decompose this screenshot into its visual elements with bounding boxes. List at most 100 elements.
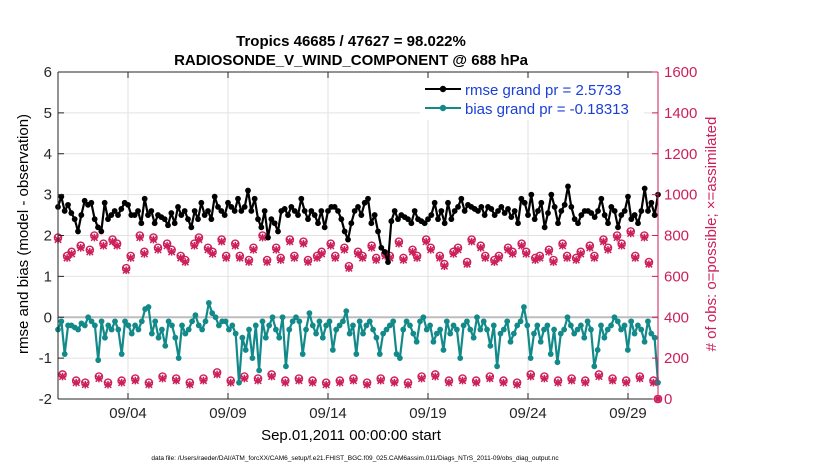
obs-assimilated-marker — [404, 380, 412, 389]
rmse-marker — [168, 210, 175, 216]
rmse-marker — [345, 236, 351, 243]
obs-assimilated-marker — [104, 380, 112, 389]
rmse-marker — [508, 214, 515, 221]
rmse-marker — [481, 212, 488, 218]
rmse-marker — [548, 191, 555, 198]
bias-marker — [360, 330, 366, 337]
rmse-marker — [255, 216, 261, 223]
obs-assimilated-marker — [449, 250, 458, 258]
x-tick-label: 09/24 — [509, 405, 547, 422]
bias-marker — [604, 326, 611, 333]
obs-assimilated-marker — [399, 256, 408, 264]
bias-marker — [480, 318, 487, 325]
rmse-marker — [91, 216, 98, 223]
bias-marker — [561, 326, 568, 333]
rmse-marker — [171, 220, 178, 227]
rmse-marker — [525, 212, 531, 218]
bias-marker — [192, 312, 199, 319]
obs-assimilated-marker — [199, 376, 208, 385]
obs-assimilated-marker — [363, 380, 371, 389]
obs-assimilated-marker — [117, 378, 126, 387]
bias-marker — [88, 318, 95, 325]
obs-assimilated-marker — [567, 376, 576, 385]
bias-marker — [185, 326, 192, 333]
y-tick-label-left: 6 — [44, 64, 52, 81]
y-tick-label-left: 4 — [44, 146, 52, 163]
bias-marker — [105, 322, 112, 329]
rmse-marker — [98, 228, 105, 235]
bias-marker — [497, 330, 504, 337]
obs-assimilated-marker — [499, 378, 508, 387]
rmse-marker — [68, 210, 75, 216]
rmse-marker — [408, 220, 415, 227]
obs-assimilated-marker — [358, 254, 367, 262]
bias-marker — [145, 304, 152, 310]
obs-assimilated-marker — [581, 378, 590, 387]
obs-assimilated-marker — [286, 237, 294, 246]
bias-marker — [440, 347, 447, 353]
bias-marker — [551, 326, 557, 333]
obs-assimilated-marker — [531, 256, 540, 264]
bias-marker — [132, 322, 138, 329]
y-tick-label-left: -1 — [39, 350, 52, 367]
bias-marker — [598, 322, 604, 329]
rmse-marker — [558, 208, 565, 214]
rmse-marker — [191, 208, 198, 214]
bias-marker — [313, 330, 320, 337]
bias-marker — [396, 355, 403, 362]
obs-assimilated-marker — [76, 243, 85, 252]
bias-marker — [246, 326, 252, 333]
rmse-marker — [235, 195, 241, 202]
bias-marker — [541, 326, 547, 333]
bias-marker — [641, 338, 648, 345]
y-tick-label-right: 0 — [664, 391, 672, 408]
bias-marker — [614, 318, 621, 325]
bias-marker — [544, 322, 551, 329]
rmse-marker — [238, 208, 245, 214]
obs-assimilated-marker — [626, 229, 635, 238]
obs-assimilated-marker — [345, 264, 353, 272]
x-tick-label: 09/14 — [309, 405, 347, 422]
bias-marker — [547, 351, 554, 357]
bias-marker — [557, 330, 564, 337]
bias-marker — [581, 334, 588, 341]
bias-marker — [329, 347, 336, 353]
bias-marker — [350, 322, 356, 329]
bias-marker — [417, 318, 423, 325]
rmse-marker — [101, 199, 108, 206]
rmse-marker — [65, 201, 71, 208]
bias-marker — [517, 318, 524, 325]
rmse-marker — [381, 248, 388, 255]
bias-marker — [467, 326, 474, 333]
bias-marker — [578, 322, 584, 329]
obs-assimilated-marker — [58, 372, 67, 381]
bias-marker — [624, 347, 631, 353]
bias-marker — [252, 322, 259, 329]
bias-marker — [58, 318, 65, 325]
rmse-marker — [208, 216, 215, 223]
obs-assimilated-marker — [86, 248, 94, 256]
rmse-marker — [611, 208, 618, 214]
rmse-marker — [81, 197, 88, 204]
rmse-marker — [615, 224, 621, 231]
bias-marker — [487, 342, 494, 349]
bias-marker — [477, 326, 484, 333]
obs-assimilated-marker — [99, 241, 108, 250]
bias-marker — [504, 318, 511, 325]
obs-assimilated-marker — [322, 380, 330, 389]
bias-marker — [433, 330, 440, 337]
bias-marker — [309, 322, 316, 329]
bias-marker — [135, 326, 142, 333]
rmse-marker — [188, 224, 195, 231]
rmse-marker — [551, 203, 558, 210]
obs-assimilated-marker — [213, 370, 221, 379]
rmse-marker — [501, 210, 508, 216]
y-axis-left-label: rmse and bias (model - observation) — [15, 114, 32, 354]
rmse-marker — [385, 259, 391, 265]
bias-marker — [95, 357, 102, 364]
rmse-marker — [178, 212, 185, 218]
bias-marker — [266, 322, 273, 329]
rmse-marker — [575, 220, 581, 227]
rmse-marker — [348, 220, 355, 227]
axes: 09/04 09/09 09/14 09/19 09/24 09/29 -2 -1 0 1 2 3 4 5… — [39, 64, 698, 422]
